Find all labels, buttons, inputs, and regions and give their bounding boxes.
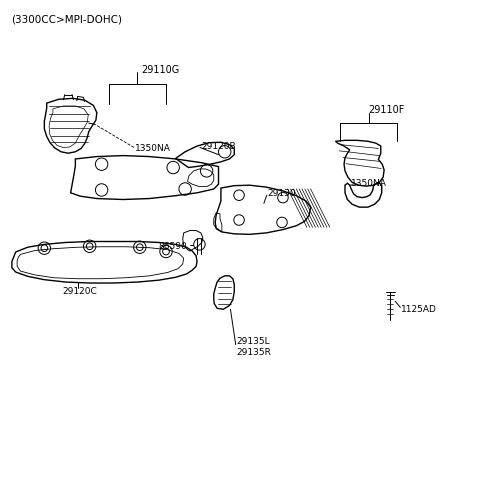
Text: (3300CC>MPI-DOHC): (3300CC>MPI-DOHC) — [11, 15, 122, 25]
Text: 29110F: 29110F — [368, 105, 404, 115]
Text: 29135L: 29135L — [237, 337, 270, 346]
Text: 1350NA: 1350NA — [351, 179, 386, 188]
Text: 29130: 29130 — [268, 189, 296, 199]
Text: 29120B: 29120B — [201, 142, 236, 151]
Text: 1350NA: 1350NA — [135, 144, 171, 154]
Text: 29120C: 29120C — [62, 286, 97, 296]
Text: 29135R: 29135R — [237, 348, 272, 357]
Text: 1125AD: 1125AD — [401, 305, 437, 314]
Text: 29110G: 29110G — [141, 65, 180, 75]
Text: 86590: 86590 — [158, 242, 187, 251]
